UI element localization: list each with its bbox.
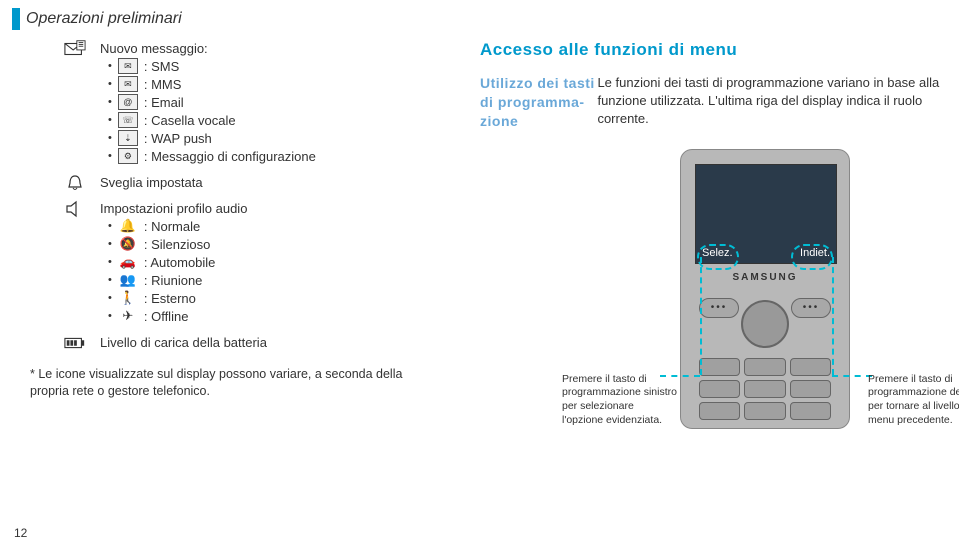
page-header: Operazioni preliminari [12,8,182,30]
list-item: •✉: MMS [108,76,316,92]
highlight-right-softkey [791,244,833,270]
new-message-items: •✉: SMS •✉: MMS •@: Email •☏: Casella vo… [108,58,316,164]
list-item: •⚙: Messaggio di configurazione [108,148,316,164]
battery-label: Livello di carica della batteria [100,334,267,350]
softkey-usage-text: Le funzioni dei tasti di programmazione … [597,74,940,131]
offline-icon: ✈ [118,308,138,324]
caption-right: Premere il tasto di programmazione destr… [868,373,959,428]
list-item: •🚶: Esterno [108,290,247,306]
page-number: 12 [14,526,27,540]
email-icon: @ [118,94,138,110]
meeting-icon: 👥 [118,272,138,288]
softkey-usage-label: Utilizzo dei tasti di programma-zione [480,74,597,131]
alarm-label: Sveglia impostata [100,174,203,190]
list-item: •☏: Casella vocale [108,112,316,128]
right-softkey-button: ••• [791,298,831,318]
highlight-left-softkey [697,244,739,270]
new-message-section: Nuovo messaggio: •✉: SMS •✉: MMS •@: Ema… [100,40,450,166]
header-title: Operazioni preliminari [26,10,182,28]
sms-icon: ✉ [118,58,138,74]
car-icon: 🚗 [118,254,138,270]
list-item: •🔕: Silenzioso [108,236,247,252]
mms-icon: ✉ [118,76,138,92]
left-softkey-button: ••• [699,298,739,318]
left-column: Nuovo messaggio: •✉: SMS •✉: MMS •@: Ema… [20,40,450,439]
nav-cluster [741,300,789,348]
battery-section: Livello di carica della batteria [100,334,450,352]
footnote: * Le icone visualizzate sul display poss… [30,366,430,400]
wap-push-icon: ⇣ [118,130,138,146]
callout-h-right [832,375,872,377]
right-title: Accesso alle funzioni di menu [480,40,940,60]
callout-line-left [700,257,702,375]
outdoor-icon: 🚶 [118,290,138,306]
caption-left: Premere il tasto di programmazione sinis… [562,373,677,428]
alarm-icon [64,174,90,192]
normal-icon: 🔔 [118,218,138,234]
list-item: •🔔: Normale [108,218,247,234]
profile-items: •🔔: Normale •🔕: Silenzioso •🚗: Automobil… [108,218,247,324]
message-icon [64,40,90,58]
config-msg-icon: ⚙ [118,148,138,164]
voicemail-icon: ☏ [118,112,138,128]
profile-label: Impostazioni profilo audio [100,200,247,216]
phone-body: Selez. Indiet. SAMSUNG ••• ••• [680,149,850,429]
header-accent-bar [12,8,20,30]
phone-illustration: Selez. Indiet. SAMSUNG ••• ••• [600,149,950,439]
alarm-section: Sveglia impostata [100,174,450,192]
new-message-label: Nuovo messaggio: [100,40,316,56]
list-item: •🚗: Automobile [108,254,247,270]
callout-line-right [832,257,834,375]
list-item: •⇣: WAP push [108,130,316,146]
silent-icon: 🔕 [118,236,138,252]
list-item: •@: Email [108,94,316,110]
keypad [699,358,831,420]
phone-brand: SAMSUNG [681,272,849,283]
profile-section: Impostazioni profilo audio •🔔: Normale •… [100,200,450,326]
list-item: •✈: Offline [108,308,247,324]
speaker-icon [64,200,90,218]
battery-icon [64,334,90,352]
right-column: Accesso alle funzioni di menu Utilizzo d… [450,40,940,439]
list-item: •👥: Riunione [108,272,247,288]
list-item: •✉: SMS [108,58,316,74]
